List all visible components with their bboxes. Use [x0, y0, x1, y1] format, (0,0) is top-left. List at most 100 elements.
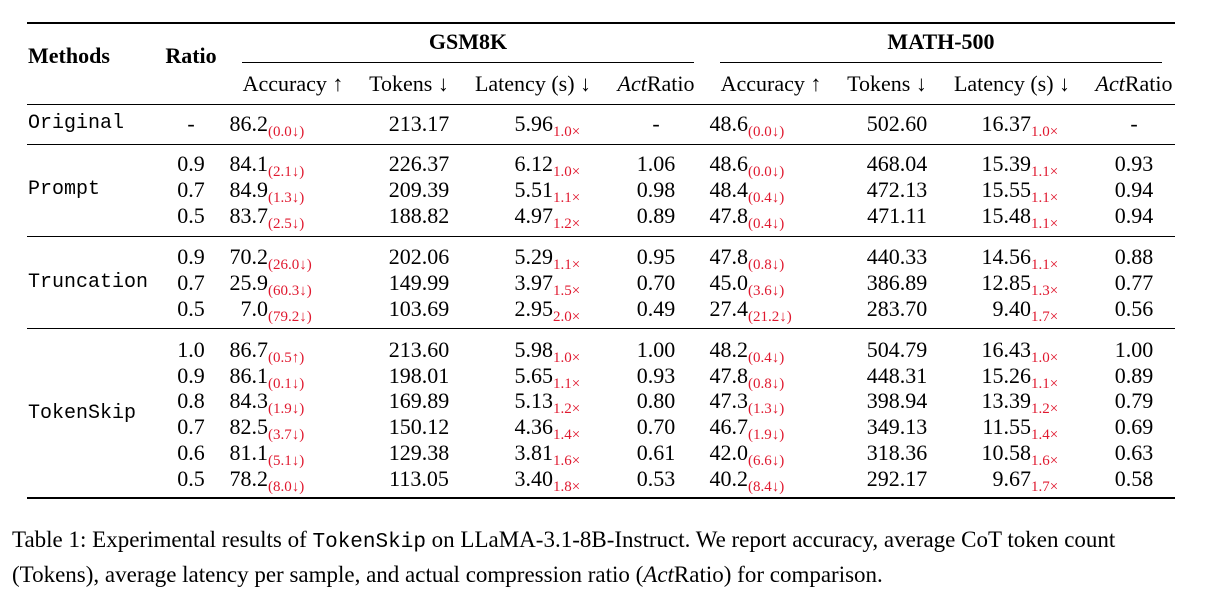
- header-gsm8k-latency: Latency (s) ↓: [474, 71, 592, 96]
- cell-value: 25.9: [229, 270, 269, 295]
- cell-delta: 1.0×: [553, 111, 580, 140]
- cell-delta: (0.8↓): [748, 363, 784, 392]
- caption-part: Table 1: Experimental results of: [12, 527, 313, 552]
- table-cell-m-acc: 47.8: [710, 203, 749, 229]
- table-cell-m-lat: 16.43: [982, 337, 1032, 363]
- header-math-tokens: Tokens ↓: [847, 71, 927, 96]
- delta-text: (0.0↓): [748, 124, 785, 140]
- table-cell-m-acc: 46.7: [710, 414, 749, 440]
- table-cell-g-act: 0.70: [636, 414, 676, 439]
- cell-delta: (8.0↓): [268, 466, 304, 495]
- ratio-text: Ratio: [646, 71, 695, 96]
- table-cell-g-acc: 84.1: [230, 151, 269, 177]
- cell-value: 11.55: [982, 414, 1031, 439]
- cell-value: 4.36: [514, 414, 554, 439]
- cell-delta: 1.1×: [1031, 203, 1058, 232]
- cell-value: 13.39: [981, 388, 1032, 413]
- caption-method: TokenSkip: [312, 531, 426, 554]
- table-cell-g-tok: 188.82: [388, 203, 450, 228]
- cell-value: 84.1: [229, 151, 269, 176]
- delta-text: (0.8↓): [748, 376, 785, 392]
- table-cell-ratio: 0.7: [177, 177, 205, 202]
- section-rule-2: [27, 236, 1175, 237]
- table-cell-g-acc: 86.7: [230, 337, 269, 363]
- delta-text: 1.0×: [1031, 350, 1059, 366]
- table-cell-m-act: 0.88: [1114, 244, 1154, 269]
- delta-text: (0.0↓): [268, 124, 305, 140]
- cell-delta: (0.0↓): [748, 151, 784, 180]
- table-cell-m-tok: 504.79: [866, 337, 928, 362]
- table-cell-m-acc: 40.2: [710, 466, 749, 492]
- table-cell-m-lat: 15.26: [982, 363, 1032, 389]
- table-cell-g-lat: 3.81: [515, 440, 554, 466]
- table-cell-ratio: 0.5: [177, 296, 205, 321]
- cell-value: 70.2: [229, 244, 269, 269]
- cell-delta: 1.1×: [1031, 151, 1058, 180]
- cell-value: 9.67: [992, 466, 1032, 491]
- table-cell-g-lat: 5.13: [515, 388, 554, 414]
- cell-delta: 1.5×: [553, 270, 580, 299]
- table-cell-g-act: 1.00: [636, 337, 676, 362]
- cell-delta: (0.5↑): [268, 337, 304, 366]
- cell-value: 9.40: [992, 296, 1032, 321]
- cell-delta: (0.0↓): [268, 111, 304, 140]
- cell-delta: (1.3↓): [748, 388, 784, 417]
- delta-text: (0.8↓): [748, 257, 785, 273]
- delta-text: 1.7×: [1031, 309, 1059, 325]
- table-cell-m-lat: 15.55: [982, 177, 1032, 203]
- delta-text: (1.3↓): [748, 401, 785, 417]
- table-cell-g-tok: 113.05: [389, 466, 449, 491]
- table-cell-g-acc: 78.2: [230, 466, 269, 492]
- table-cell-ratio: 0.8: [177, 388, 205, 413]
- table-cell-g-act: 0.89: [636, 203, 676, 228]
- cell-value: 14.56: [981, 244, 1032, 269]
- delta-text: (21.2↓): [748, 309, 792, 325]
- cell-delta: (0.0↓): [748, 111, 784, 140]
- table-cell-g-lat: 4.36: [515, 414, 554, 440]
- delta-text: (0.1↓): [268, 376, 305, 392]
- cell-delta: 1.0×: [553, 151, 580, 180]
- delta-text: 2.0×: [553, 309, 581, 325]
- method-label: Prompt: [28, 178, 101, 201]
- delta-text: 1.6×: [553, 453, 581, 469]
- table-cell-g-lat: 6.12: [515, 151, 554, 177]
- table-cell-g-act: 0.49: [636, 296, 676, 321]
- table-cell-m-lat: 9.67: [993, 466, 1032, 492]
- cell-value: 86.2: [229, 111, 269, 136]
- table-cell-m-act: -: [1130, 111, 1138, 136]
- table-cell-m-tok: 318.36: [866, 440, 928, 465]
- delta-text: 1.1×: [1031, 164, 1059, 180]
- cell-delta: (1.3↓): [268, 177, 304, 206]
- cell-delta: (3.7↓): [268, 414, 304, 443]
- table-cell-m-lat: 9.40: [993, 296, 1032, 322]
- cell-value: 47.8: [709, 244, 749, 269]
- cell-value: 6.12: [514, 151, 554, 176]
- header-gsm8k-actratio: ActRatio: [618, 71, 695, 97]
- cell-value: 47.8: [709, 203, 749, 228]
- table-cell-m-acc: 48.4: [710, 177, 749, 203]
- delta-text: (5.1↓): [268, 453, 305, 469]
- table-cell-m-act: 0.69: [1114, 414, 1154, 439]
- table-cell-g-acc: 25.9: [230, 270, 269, 296]
- delta-text: (3.6↓): [748, 283, 785, 299]
- table-cell-m-tok: 440.33: [866, 244, 928, 269]
- table-cell-m-acc: 45.0: [710, 270, 749, 296]
- cell-value: 82.5: [229, 414, 269, 439]
- header-methods: Methods: [28, 43, 110, 68]
- table-cell-m-acc: 27.4: [710, 296, 749, 322]
- table-cell-g-acc: 70.2: [230, 244, 269, 270]
- top-rule: [27, 22, 1175, 24]
- cell-delta: (0.4↓): [748, 177, 784, 206]
- cell-delta: 1.2×: [553, 203, 580, 232]
- header-math-accuracy: Accuracy ↑: [720, 71, 822, 96]
- cell-delta: 1.7×: [1031, 466, 1058, 495]
- delta-text: 1.4×: [1031, 427, 1059, 443]
- table-cell-g-lat: 5.98: [515, 337, 554, 363]
- math500-group-rule: [720, 62, 1162, 63]
- section-rule-3: [27, 328, 1175, 329]
- cell-delta: 1.0×: [1031, 111, 1058, 140]
- table-cell-g-tok: 149.99: [388, 270, 450, 295]
- cell-value: 78.2: [229, 466, 269, 491]
- table-cell-g-act: 0.95: [636, 244, 676, 269]
- cell-delta: (0.1↓): [268, 363, 304, 392]
